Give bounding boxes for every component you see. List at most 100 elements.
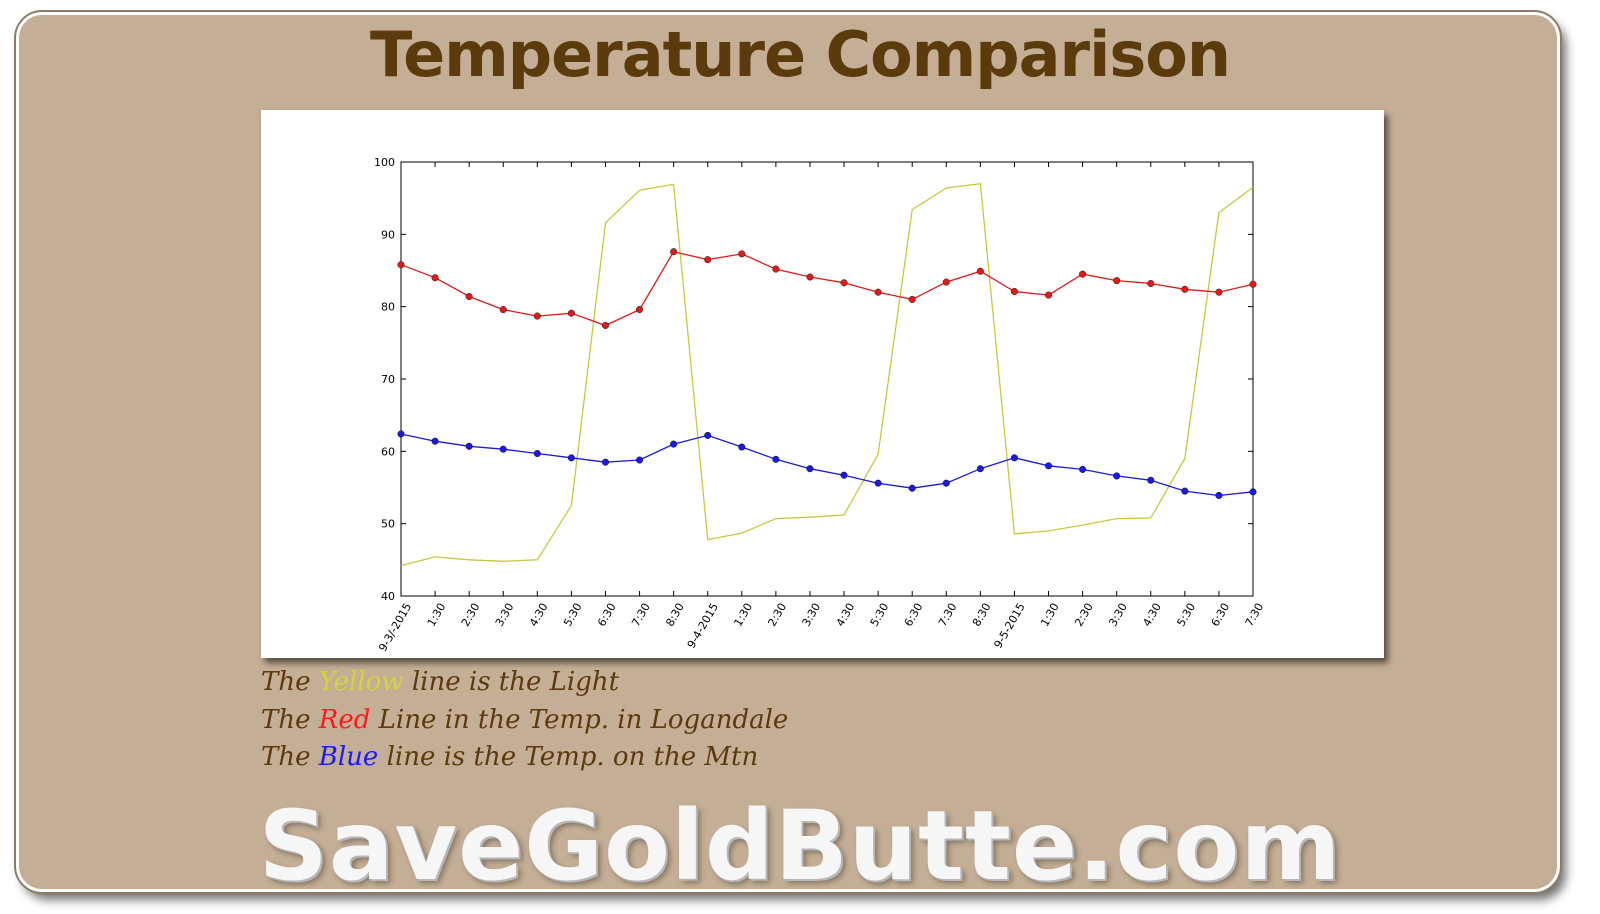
- y-tick-label: 70: [381, 373, 395, 386]
- x-tick-label: 9-4-2015: [685, 601, 721, 651]
- x-tick-label: 6:30: [595, 601, 619, 629]
- series-2-point: [1045, 462, 1053, 470]
- x-tick-label: 7:30: [936, 601, 960, 629]
- x-tick-label: 2:30: [1072, 601, 1096, 629]
- series-1-point: [1215, 288, 1223, 296]
- series-line-2: [400, 433, 1254, 497]
- series-line-0: [400, 182, 1254, 567]
- series-1-point: [738, 250, 746, 258]
- x-tick-label: 1:30: [731, 601, 755, 629]
- series-1-point: [601, 321, 609, 329]
- x-tick-label: 3:30: [493, 601, 517, 629]
- legend-prefix: The: [261, 704, 319, 735]
- x-tick-label: 7:30: [1243, 601, 1267, 629]
- x-tick-label: 5:30: [1174, 601, 1198, 629]
- series-2-point: [874, 479, 882, 487]
- series-2-point: [1181, 487, 1189, 495]
- x-tick-label: 4:30: [1140, 601, 1164, 629]
- series-1-point: [772, 265, 780, 273]
- series-2-point: [1010, 454, 1018, 462]
- y-tick-label: 90: [381, 228, 395, 241]
- series-2-point: [704, 431, 712, 439]
- series-1-point: [1045, 291, 1053, 299]
- x-tick-label: 9-5-2015: [991, 601, 1027, 651]
- x-tick-label: 1:30: [425, 601, 449, 629]
- series-1-point: [1113, 277, 1121, 285]
- series-1-point: [636, 306, 644, 314]
- series-2-point: [636, 456, 644, 464]
- series-1-point: [1147, 280, 1155, 288]
- legend-keyword-yellow: Yellow: [318, 667, 404, 697]
- legend-suffix: line is the Temp. on the Mtn: [378, 742, 759, 772]
- series-1-point: [976, 267, 984, 275]
- x-tick-label: 8:30: [970, 601, 994, 629]
- series-1-point: [1181, 285, 1189, 293]
- series-2-point: [601, 458, 609, 466]
- page-title: Temperature Comparison: [370, 18, 1231, 91]
- series-2-point: [397, 430, 405, 438]
- series-1-point: [465, 293, 473, 301]
- x-tick-label: 3:30: [800, 601, 824, 629]
- x-tick-label: 5:30: [561, 601, 585, 629]
- series-2-point: [942, 479, 950, 487]
- x-tick-label: 6:30: [1209, 601, 1233, 629]
- legend-keyword-blue: Blue: [318, 742, 379, 772]
- series-1-point: [806, 273, 814, 281]
- series-1-point: [908, 295, 916, 303]
- legend-line-blue: The Blue line is the Temp. on the Mtn: [261, 739, 788, 777]
- legend-suffix: line is the Light: [403, 667, 620, 697]
- x-tick-label: 5:30: [868, 601, 892, 629]
- y-tick-label: 100: [374, 156, 395, 169]
- series-1-point: [1249, 280, 1257, 288]
- legend: The Yellow line is the Light The Red Lin…: [261, 664, 788, 777]
- y-tick-label: 60: [381, 445, 395, 458]
- legend-keyword-red: Red: [318, 704, 371, 735]
- series-2-point: [1249, 488, 1257, 496]
- series-2-point: [908, 484, 916, 492]
- series-2-point: [431, 437, 439, 445]
- series-1-point: [1079, 270, 1087, 278]
- x-tick-label: 6:30: [902, 601, 926, 629]
- series-2-point: [1113, 472, 1121, 480]
- legend-prefix: The: [261, 667, 319, 697]
- series-1-point: [397, 261, 405, 269]
- legend-prefix: The: [261, 742, 319, 772]
- y-tick-label: 80: [381, 301, 395, 314]
- series-1-point: [431, 274, 439, 282]
- line-chart: 40 50 60 70 80 90 100 9-3/-2015 1:30 2:30 3:30 4:30…: [374, 156, 1267, 654]
- series-line-1: [400, 250, 1254, 327]
- series-1-point: [567, 309, 575, 317]
- series-1-point: [533, 312, 541, 320]
- chart-panel: 40 50 60 70 80 90 100 9-3/-2015 1:30 2:30 3:30 4:30…: [261, 110, 1384, 658]
- series-2-point: [976, 465, 984, 473]
- x-tick-label: 3:30: [1106, 601, 1130, 629]
- site-watermark: SaveGoldButte.com: [258, 790, 1342, 902]
- x-tick-label: 4:30: [527, 601, 551, 629]
- series-2-point: [533, 450, 541, 458]
- series-1-point: [670, 248, 678, 256]
- series-2-point: [670, 440, 678, 448]
- y-tick-label: 40: [381, 590, 395, 603]
- series-2-point: [806, 465, 814, 473]
- series-1-point: [704, 256, 712, 264]
- x-tick-label: 8:30: [663, 601, 687, 629]
- x-tick-label: 2:30: [766, 601, 790, 629]
- series-1-point: [499, 306, 507, 314]
- x-tick-label: 7:30: [629, 601, 653, 629]
- series-2-point: [1147, 476, 1155, 484]
- x-tick-label: 9-3/-2015: [376, 601, 414, 654]
- legend-line-red: The Red Line in the Temp. in Logandale: [261, 702, 788, 740]
- series-2-point: [738, 443, 746, 451]
- series-2-point: [465, 442, 473, 450]
- x-tick-label: 2:30: [459, 601, 483, 629]
- series-2-point: [499, 445, 507, 453]
- legend-suffix: Line in the Temp. in Logandale: [370, 704, 789, 735]
- series-1-point: [942, 278, 950, 286]
- x-tick-label: 1:30: [1038, 601, 1062, 629]
- series-2-point: [1079, 465, 1087, 473]
- series-1-point: [840, 279, 848, 287]
- plot-frame: [400, 161, 1254, 597]
- series-2-point: [1215, 491, 1223, 499]
- y-tick-label: 50: [381, 518, 395, 531]
- legend-line-yellow: The Yellow line is the Light: [261, 664, 788, 702]
